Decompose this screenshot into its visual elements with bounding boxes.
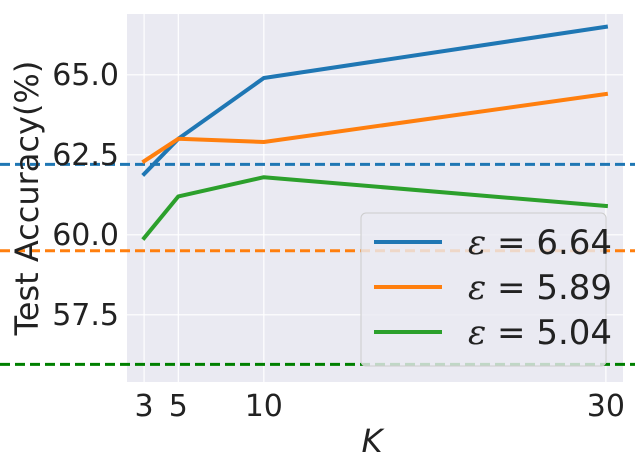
y-axis-label: Test Accuracy(%): [8, 61, 46, 337]
legend: ε = 6.64ε = 5.89ε = 5.04: [360, 212, 612, 367]
legend-label: ε = 6.64: [468, 223, 612, 263]
y-tick-labels: 57.5 60.0 62.5 65.0: [52, 58, 119, 333]
legend-symbol: ε: [468, 223, 486, 263]
x-axis-label: K: [362, 422, 386, 460]
y-tick-label: 62.5: [52, 138, 119, 173]
x-tick-labels: 3 5 10 30: [135, 389, 625, 424]
legend-symbol: ε: [468, 313, 486, 353]
x-tick-label: 10: [245, 389, 283, 424]
series-line: [141, 91, 609, 164]
series-line: [141, 175, 609, 241]
legend-value: = 5.04: [486, 313, 612, 353]
legend-value: = 6.64: [486, 223, 612, 263]
legend-label: ε = 5.89: [468, 268, 612, 308]
x-tick-label: 5: [169, 389, 188, 424]
legend-symbol: ε: [468, 268, 486, 308]
series-line: [141, 24, 609, 177]
legend-label: ε = 5.04: [468, 313, 612, 353]
series-lines: [141, 24, 609, 241]
legend-box: [360, 212, 607, 367]
y-tick-label: 57.5: [52, 298, 119, 333]
x-tick-label: 3: [135, 389, 154, 424]
y-tick-label: 60.0: [52, 218, 119, 253]
x-tick-label: 30: [587, 389, 625, 424]
legend-value: = 5.89: [486, 268, 612, 308]
y-tick-label: 65.0: [52, 58, 119, 93]
